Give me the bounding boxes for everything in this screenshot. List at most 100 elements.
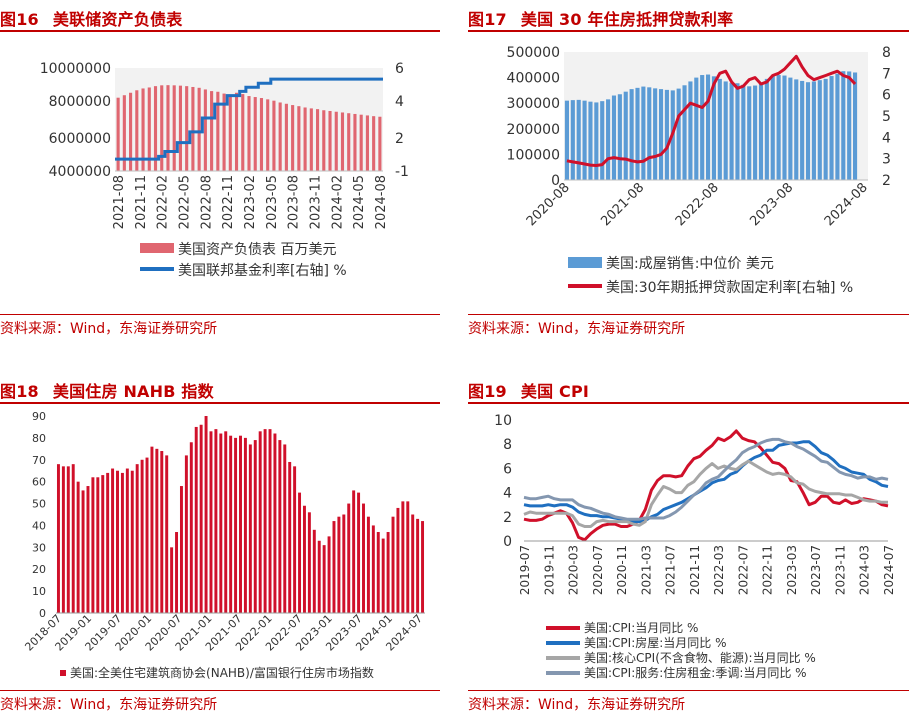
y2-tick-label: 2 <box>882 173 891 189</box>
bar <box>140 459 144 613</box>
bar <box>278 102 282 171</box>
bar <box>56 464 60 613</box>
legend-swatch-bar <box>568 257 602 268</box>
chart-us-cpi: 10 8 6 4 2 0 2019-07 2019-11 2020-03 2020-07 2020-… <box>468 406 909 691</box>
bar <box>302 505 306 613</box>
cpi-series-line <box>523 437 889 521</box>
y-tick-label: 2 <box>503 510 512 526</box>
bar <box>263 429 267 613</box>
bar <box>694 77 699 180</box>
bar <box>353 113 357 171</box>
bar <box>209 431 213 613</box>
bar <box>653 88 658 180</box>
bar <box>297 106 301 171</box>
bar <box>328 110 332 171</box>
y2-tick-label: 7 <box>882 66 891 82</box>
bar <box>758 82 764 180</box>
bar <box>141 88 145 171</box>
bar <box>835 73 840 180</box>
y2-tick-label: 3 <box>882 152 891 168</box>
bar <box>184 455 188 613</box>
panel-title: 图17 美国 30 年住房抵押贷款利率 <box>468 6 747 30</box>
bar <box>185 86 189 171</box>
bar <box>782 75 787 180</box>
bar <box>122 95 126 171</box>
bar <box>253 440 257 613</box>
y2-tick-label: 4 <box>395 94 404 110</box>
bar <box>125 468 129 613</box>
bar <box>706 74 711 180</box>
legend-label: 美国:成屋销售:中位价 美元 <box>606 256 774 272</box>
legend-label: 美国:核心CPI(不含食物、能源):当月同比 % <box>584 650 816 665</box>
legend-label: 美国联邦基金利率[右轴] % <box>178 262 347 279</box>
y2-tick-label: 2 <box>395 131 404 147</box>
bar <box>147 87 151 171</box>
bar <box>357 492 361 613</box>
bar <box>284 103 288 171</box>
x-tick-label: 2022-11 <box>761 545 775 595</box>
bar <box>155 448 159 613</box>
y-tick-label: 4000000 <box>49 164 111 180</box>
bar <box>239 435 242 613</box>
bar <box>334 111 338 171</box>
x-tick-label: 2019-07 <box>518 545 532 595</box>
legend-label: 美国资产负债表 百万美元 <box>178 242 336 258</box>
bar <box>362 503 365 613</box>
bar <box>288 461 292 613</box>
bar <box>259 98 264 171</box>
bar <box>800 80 805 180</box>
bar <box>817 80 822 180</box>
bar <box>735 83 740 180</box>
bar <box>216 91 220 171</box>
panel-title: 图16 美联储资产负债表 <box>0 6 196 30</box>
bar <box>337 516 341 613</box>
bar <box>266 99 270 171</box>
bar <box>191 86 195 171</box>
bar <box>135 464 139 613</box>
panel-fig19: 图19 美国 CPI 10 8 6 4 2 0 2019-07 2019-11 2020-03 20… <box>468 372 909 723</box>
y-tick-label: 90 <box>32 410 46 423</box>
bar <box>204 416 208 613</box>
bar <box>165 455 169 613</box>
bar <box>371 525 375 613</box>
bar <box>116 470 119 613</box>
y2-tick-label: -1 <box>395 164 409 180</box>
x-tick-label: 2024-07 <box>882 545 896 595</box>
bar <box>641 86 646 180</box>
bar <box>352 490 356 613</box>
y-tick-label: 0 <box>503 534 512 550</box>
bar <box>396 507 400 613</box>
y-tick-label: 30 <box>32 541 46 554</box>
bar <box>378 116 382 171</box>
bar <box>711 76 716 180</box>
bar <box>199 424 203 613</box>
bar <box>91 477 95 613</box>
bar <box>366 516 370 613</box>
bar <box>635 87 640 180</box>
bar <box>222 93 226 171</box>
bar <box>81 490 85 613</box>
bar <box>130 470 134 613</box>
bar <box>676 88 681 180</box>
bar <box>86 486 90 613</box>
y-tick-label: 0 <box>551 173 560 189</box>
bar <box>582 100 587 180</box>
bar <box>788 77 793 180</box>
x-tick-label: 2022-07 <box>736 545 750 595</box>
y2-tick-label: 5 <box>882 109 891 125</box>
legend-label: 美国:CPI:当月同比 % <box>584 621 698 635</box>
source-note: 资料来源：Wind，东海证券研究所 <box>468 321 686 337</box>
cpi-series-line <box>523 429 889 542</box>
bar <box>342 514 346 613</box>
bar <box>309 108 313 171</box>
bar <box>268 429 272 613</box>
y-tick-label: 40 <box>32 519 46 532</box>
legend-label: 美国:CPI:服务:住房租金:季调:当月同比 % <box>584 665 807 680</box>
bar <box>175 532 179 613</box>
bar <box>847 71 852 180</box>
bar <box>111 468 115 613</box>
cpi-series-line <box>523 440 889 524</box>
figure-number: 图17 <box>468 10 507 29</box>
bar <box>386 532 390 613</box>
bar <box>197 87 201 171</box>
